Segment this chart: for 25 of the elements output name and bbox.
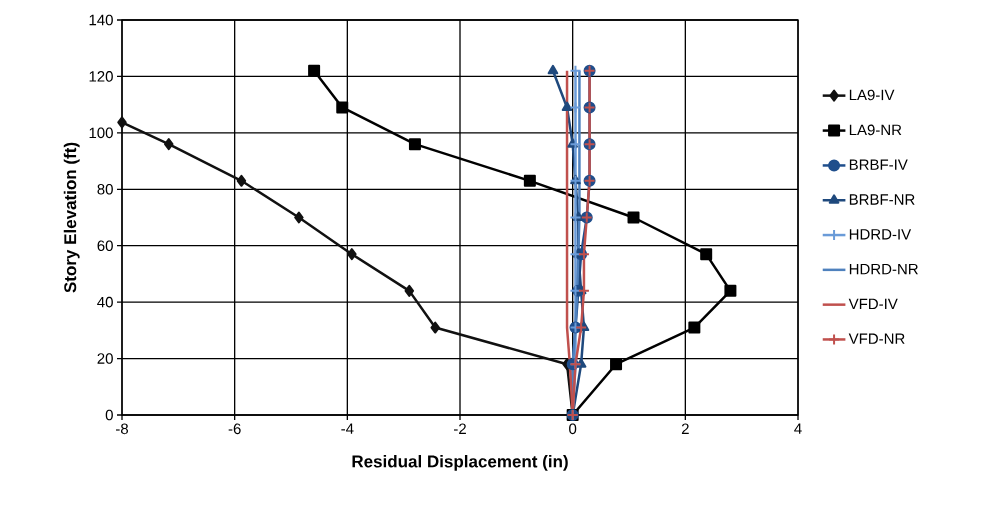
y-tick-label: 20 — [97, 353, 113, 364]
y-tick-label: 40 — [97, 296, 113, 308]
legend-label: VFD-IV — [848, 298, 898, 310]
legend-label: BRBF-IV — [849, 159, 908, 170]
y-tick-label: 0 — [105, 409, 113, 421]
legend-label: HDRD-NR — [849, 263, 918, 275]
y-tick-label: 60 — [97, 240, 113, 252]
legend-label: VFD-NR — [848, 333, 905, 344]
x-axis-title: Residual Displacement (in) — [352, 454, 568, 471]
x-tick-label: 2 — [681, 423, 689, 434]
x-tick-label: -2 — [454, 423, 466, 434]
x-tick-label: -8 — [116, 423, 129, 435]
legend-label: LA9-IV — [849, 89, 895, 101]
legend-label: HDRD-IV — [849, 229, 912, 240]
y-tick-label: 100 — [89, 127, 113, 139]
y-tick-label: 120 — [89, 71, 113, 82]
x-tick-label: -4 — [341, 423, 354, 434]
y-tick-label: 80 — [97, 183, 113, 195]
x-tick-label: 4 — [794, 423, 802, 434]
x-tick-label: -6 — [228, 423, 241, 435]
legend-label: BRBF-NR — [849, 194, 915, 205]
y-axis-title: Story Elevation (ft) — [63, 142, 80, 293]
x-tick-label: 0 — [569, 423, 577, 435]
legend-label: LA9-NR — [849, 124, 902, 136]
y-tick-label: 140 — [89, 14, 113, 26]
